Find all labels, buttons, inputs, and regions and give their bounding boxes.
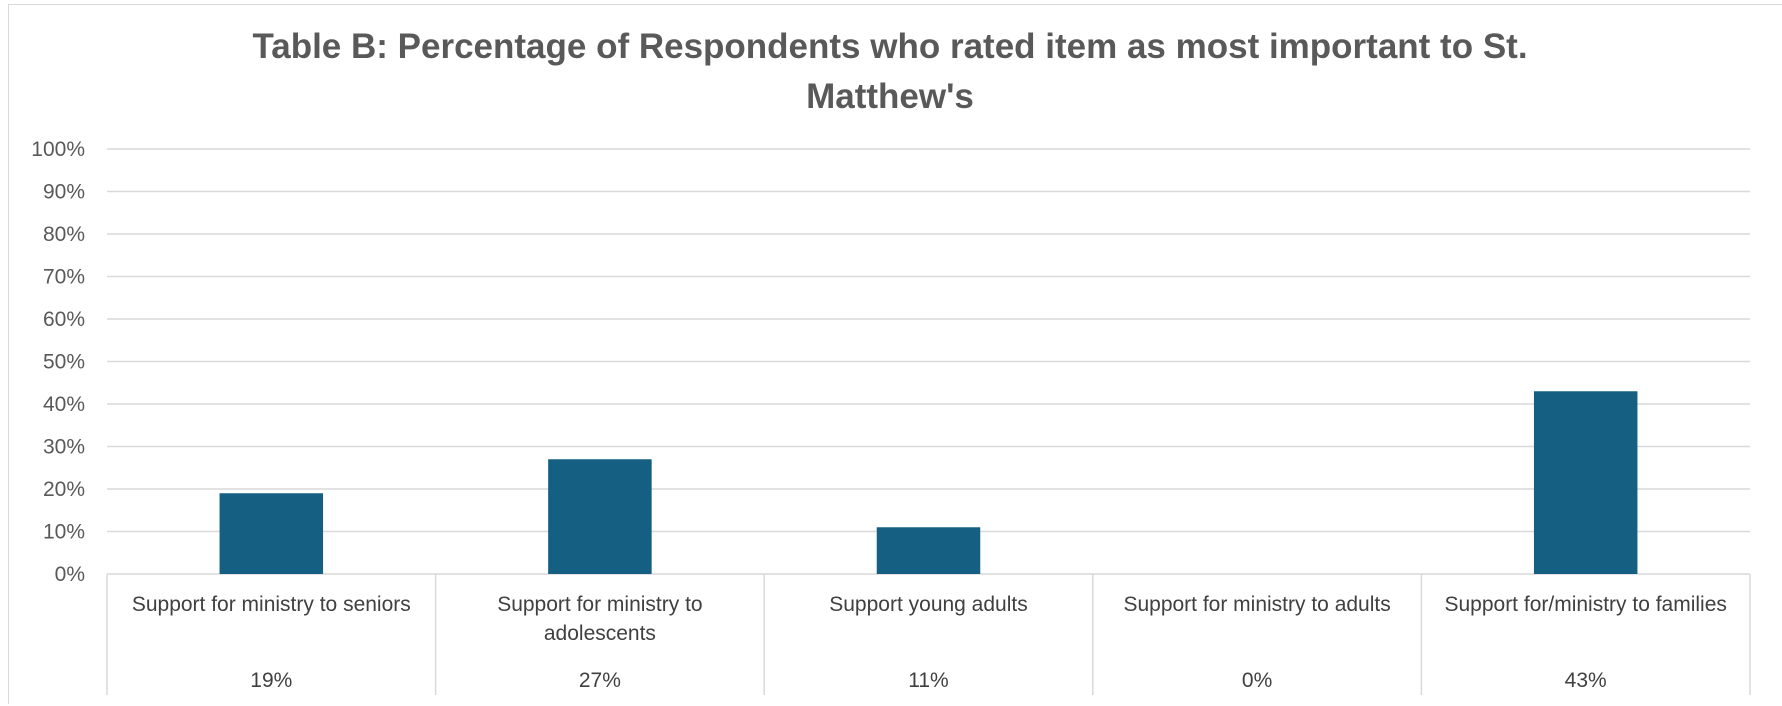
y-tick-label: 80% <box>43 223 85 246</box>
gridlines <box>107 148 1750 575</box>
y-tick-label: 10% <box>43 521 85 544</box>
y-tick-label: 40% <box>43 393 85 416</box>
bar <box>548 459 652 574</box>
y-tick-label: 50% <box>43 351 85 374</box>
bar <box>876 527 981 574</box>
y-tick-label: 60% <box>43 308 85 331</box>
y-axis-ticks: 0% 10% 20% 30% 40% 50% 60% 70% 80% 90% 100% <box>31 138 85 586</box>
value-label: 11% <box>908 669 948 692</box>
value-label: 0% <box>1242 669 1272 692</box>
bar <box>219 493 324 574</box>
category-label: Support for ministry to <box>497 593 702 616</box>
bars <box>219 391 1638 574</box>
category-label: Support for/ministry to families <box>1444 593 1726 616</box>
value-label: 27% <box>579 669 621 692</box>
y-tick-label: 70% <box>43 266 85 289</box>
y-tick-label: 0% <box>55 563 85 586</box>
bar <box>1533 391 1638 574</box>
y-tick-label: 90% <box>43 181 85 204</box>
y-tick-label: 20% <box>43 478 85 501</box>
chart-title: Table B: Percentage of Respondents who r… <box>252 27 1528 116</box>
value-label: 43% <box>1565 669 1607 692</box>
value-label: 19% <box>250 669 292 692</box>
chart-frame <box>8 4 1782 704</box>
category-label: Support for ministry to seniors <box>132 593 411 616</box>
category-label: Support for ministry to adults <box>1123 593 1390 616</box>
data-table: Support for ministry to seniors 19% Suppor… <box>106 574 1751 695</box>
category-label: adolescents <box>544 622 656 645</box>
y-tick-label: 100% <box>31 138 85 161</box>
y-tick-label: 30% <box>43 436 85 459</box>
category-label: Support young adults <box>829 593 1027 616</box>
